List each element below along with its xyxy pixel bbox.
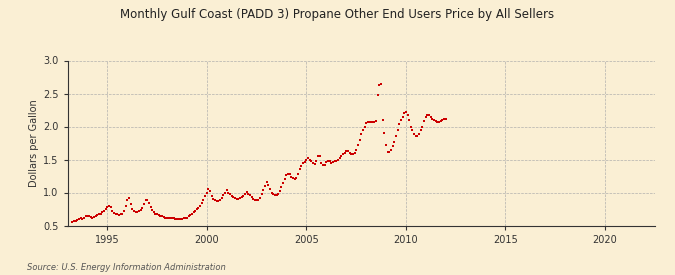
Text: Monthly Gulf Coast (PADD 3) Propane Other End Users Price by All Sellers: Monthly Gulf Coast (PADD 3) Propane Othe… [120, 8, 555, 21]
Text: Source: U.S. Energy Information Administration: Source: U.S. Energy Information Administ… [27, 263, 225, 272]
Y-axis label: Dollars per Gallon: Dollars per Gallon [29, 99, 38, 187]
